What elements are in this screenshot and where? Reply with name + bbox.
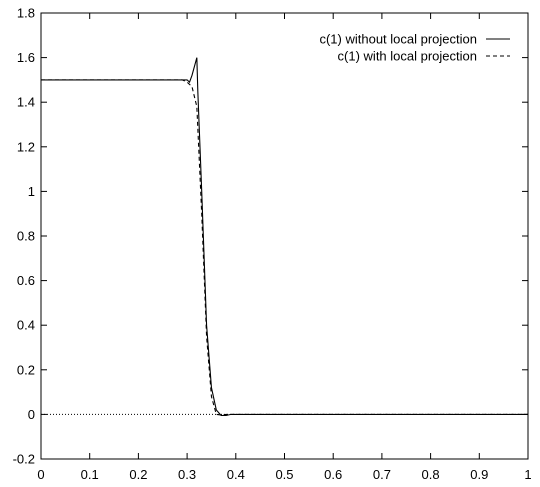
x-tick-label: 0.6 — [324, 467, 342, 482]
y-tick-label: 1 — [28, 184, 35, 199]
y-tick-label: -0.2 — [13, 452, 35, 467]
x-tick-label: 0.2 — [129, 467, 147, 482]
y-tick-label: 0.2 — [17, 362, 35, 377]
x-tick-label: 0 — [37, 467, 44, 482]
x-tick-label: 0.5 — [275, 467, 293, 482]
legend-label: c(1) with local projection — [338, 49, 477, 64]
x-tick-label: 0.7 — [373, 467, 391, 482]
y-tick-label: 1.6 — [17, 50, 35, 65]
x-tick-label: 1 — [524, 467, 531, 482]
x-tick-label: 0.9 — [470, 467, 488, 482]
x-tick-label: 0.8 — [422, 467, 440, 482]
y-tick-label: 0.8 — [17, 229, 35, 244]
y-tick-label: 0.6 — [17, 273, 35, 288]
y-tick-label: 0 — [28, 407, 35, 422]
legend-label: c(1) without local projection — [319, 32, 477, 47]
x-tick-label: 0.1 — [81, 467, 99, 482]
x-tick-label: 0.4 — [227, 467, 245, 482]
series-line-1 — [41, 57, 528, 417]
legend: c(1) without local projection c(1) with l… — [319, 32, 510, 64]
series-line-2 — [41, 79, 528, 416]
y-tick-label: 1.4 — [17, 95, 35, 110]
x-tick-label: 0.3 — [178, 467, 196, 482]
y-tick-label: 1.2 — [17, 139, 35, 154]
y-tick-label: 0.4 — [17, 318, 35, 333]
y-tick-label: 1.8 — [17, 6, 35, 21]
